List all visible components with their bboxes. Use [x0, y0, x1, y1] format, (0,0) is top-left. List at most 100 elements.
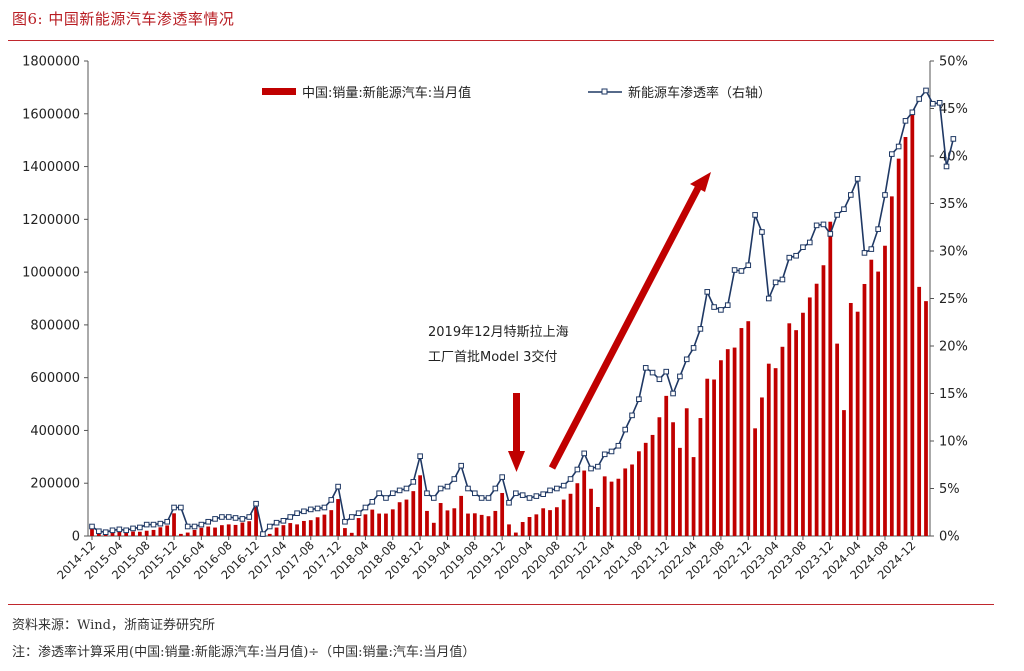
bar-month [472, 513, 477, 536]
penetration-point [294, 510, 300, 516]
bar-month [384, 513, 388, 536]
bar-month [390, 509, 395, 536]
penetration-point [629, 412, 635, 419]
penetration-point [485, 495, 492, 501]
bar-month [787, 323, 792, 536]
penetration-point [335, 483, 341, 490]
bar-month [917, 286, 922, 536]
penetration-point [765, 295, 772, 302]
penetration-point [731, 267, 738, 273]
bar-month [575, 483, 580, 536]
penetration-point [219, 514, 225, 520]
penetration-point [902, 118, 909, 124]
penetration-point [779, 276, 786, 283]
penetration-point [328, 497, 335, 503]
bar-month [828, 221, 833, 537]
bar-month [206, 526, 211, 536]
bar-month [144, 530, 149, 536]
bar-month [691, 457, 696, 536]
bar-month [281, 525, 286, 536]
bar-month [158, 527, 163, 536]
penetration-point [164, 518, 170, 525]
right-tick-label: 5% [939, 482, 960, 497]
bar-month [534, 514, 539, 536]
bar-month [507, 524, 511, 536]
penetration-point [499, 474, 505, 480]
left-tick-label: 200000 [30, 477, 80, 492]
bar-month [165, 525, 170, 536]
penetration-point [362, 504, 369, 511]
bar-month [90, 528, 94, 536]
penetration-point [772, 279, 779, 286]
right-tick-label: 0% [939, 530, 960, 545]
penetration-point [519, 492, 526, 498]
bar-month [513, 532, 518, 536]
line-series [89, 87, 957, 537]
right-tick-label: 25% [939, 292, 968, 307]
legend-bar-label: 中国:销量:新能源汽车:当月值 [302, 85, 471, 101]
penetration-point [875, 226, 881, 232]
penetration-point [909, 109, 916, 116]
penetration-point [376, 490, 382, 497]
penetration-point [649, 369, 656, 376]
penetration-point [806, 239, 813, 246]
bar-month [889, 196, 894, 536]
bar-month [719, 360, 723, 536]
penetration-point [827, 231, 834, 237]
penetration-point [478, 495, 485, 501]
bar-month [254, 506, 258, 536]
penetration-point [704, 289, 711, 295]
bar-month [226, 524, 231, 536]
bar-month [315, 517, 320, 536]
bar-month [821, 265, 826, 536]
annotation-arrow-head [508, 451, 525, 472]
bar-month [172, 513, 176, 536]
penetration-point [239, 516, 246, 522]
bar-month [698, 418, 703, 536]
penetration-point [157, 520, 164, 527]
bar-month [650, 434, 655, 536]
right-tick-label: 15% [939, 387, 968, 402]
penetration-point [96, 528, 102, 535]
bar-month [643, 442, 648, 536]
penetration-point [212, 516, 218, 522]
penetration-point [287, 514, 294, 520]
bar-month [780, 346, 785, 536]
tesla-annotation: 2019年12月特斯拉上海 工厂首批Model 3交付 [428, 325, 569, 472]
penetration-point [724, 302, 731, 308]
penetration-point [253, 500, 259, 507]
penetration-point [636, 396, 642, 402]
bar-month [657, 417, 662, 536]
bar-month [479, 514, 484, 536]
bar-month [466, 513, 470, 536]
bar-month [760, 397, 764, 536]
penetration-point [690, 345, 697, 351]
bar-month [842, 410, 846, 536]
penetration-point [369, 499, 376, 505]
penetration-point [171, 504, 177, 511]
annotation-line-2: 工厂首批Model 3交付 [428, 349, 557, 365]
penetration-point [820, 221, 827, 228]
bar-month [295, 524, 299, 536]
right-tick-label: 40% [939, 150, 968, 165]
penetration-point [403, 485, 410, 492]
penetration-point [601, 451, 608, 458]
penetration-point [184, 523, 191, 530]
right-tick-label: 10% [939, 435, 968, 450]
bar-month [343, 528, 347, 536]
penetration-point [697, 326, 704, 332]
bar-month [855, 311, 860, 536]
bar-month [848, 302, 853, 536]
penetration-point [882, 192, 888, 198]
penetration-point [342, 518, 348, 525]
penetration-point [642, 365, 649, 371]
bar-month [595, 506, 600, 536]
left-tick-label: 1600000 [22, 107, 80, 122]
bar-month [137, 531, 142, 536]
penetration-point [383, 495, 389, 501]
penetration-point [622, 426, 629, 433]
bar-month [302, 520, 306, 536]
bar-month [267, 533, 272, 536]
penetration-point [205, 518, 212, 525]
penetration-point [321, 504, 328, 511]
